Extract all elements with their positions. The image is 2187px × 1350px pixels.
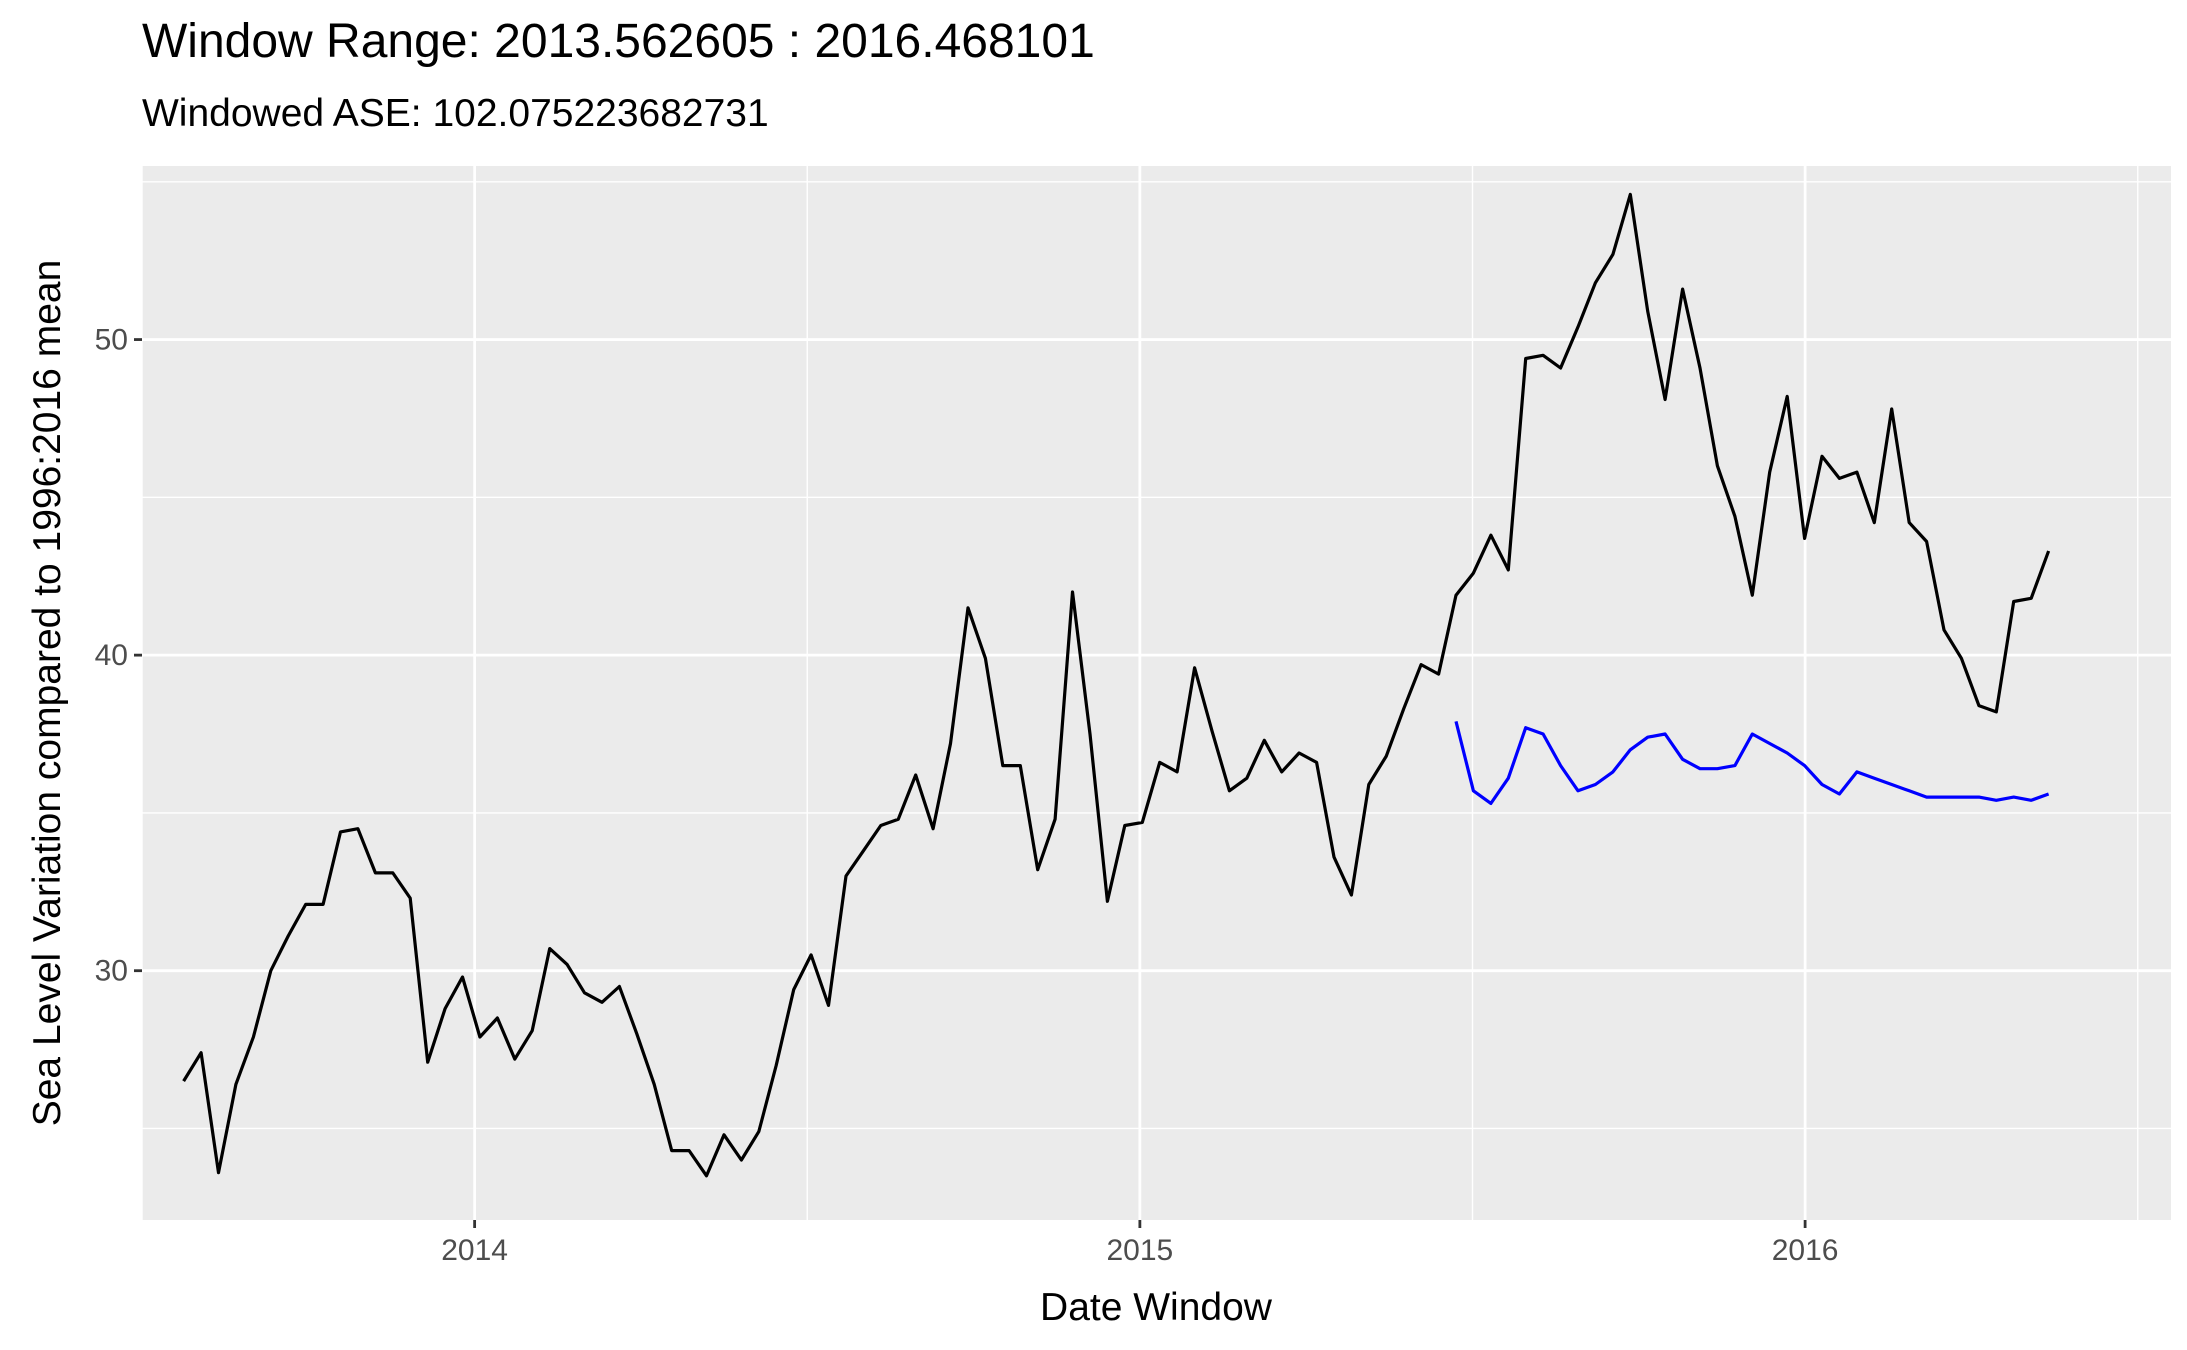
series-lines — [182, 192, 2051, 1178]
chart-subtitle: Windowed ASE: 102.075223682731 — [142, 92, 769, 135]
plot-panel — [142, 166, 2171, 1220]
x-tick-label: 2015 — [1106, 1234, 1173, 1267]
chart-title: Window Range: 2013.562605 : 2016.468101 — [142, 15, 1095, 68]
series-line-forecast — [1454, 721, 2050, 805]
y-tick-label: 40 — [95, 639, 128, 672]
grid-lines — [141, 166, 2171, 1220]
x-tick-label: 2014 — [441, 1234, 508, 1267]
axis-ticks: 2014 2015 2016 30 40 50 — [95, 324, 1839, 1267]
y-tick-label: 30 — [95, 955, 128, 988]
y-axis-title: Sea Level Variation compared to 1996:201… — [26, 260, 69, 1127]
x-axis-title: Date Window — [1040, 1286, 1273, 1329]
x-tick-label: 2016 — [1772, 1234, 1839, 1267]
series-line-observed — [182, 192, 2051, 1178]
y-tick-label: 50 — [95, 324, 128, 357]
